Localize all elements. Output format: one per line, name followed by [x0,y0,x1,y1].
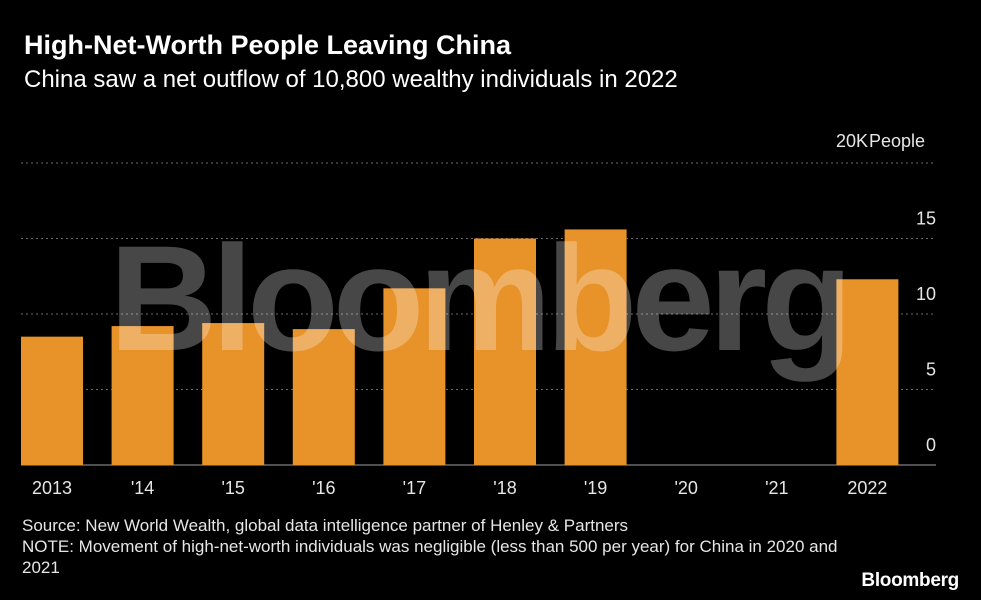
bar [564,229,627,465]
bars [21,229,899,465]
bar [202,323,265,465]
x-tick-label: '18 [493,478,516,498]
y-unit-label: People [869,131,925,151]
y-tick-label: 15 [916,209,936,229]
bloomberg-logo: Bloomberg [861,570,959,591]
source-line: Source: New World Wealth, global data in… [22,516,629,535]
bar [111,326,174,465]
chart-subtitle: China saw a net outflow of 10,800 wealth… [24,66,678,93]
source-notes: Source: New World Wealth, global data in… [22,515,842,578]
x-tick-label: '21 [765,478,788,498]
bloomberg-watermark: Bloomberg [109,214,847,382]
x-tick-label: '17 [403,478,426,498]
x-tick-label: '14 [131,478,154,498]
note-line: NOTE: Movement of high-net-worth individ… [22,537,838,577]
bar-chart: Bloomberg 0 5 10 15 20K People 2013 '14 '15 '16… [21,131,936,498]
y-tick-label: 0 [926,435,936,455]
chart-title: High-Net-Worth People Leaving China [24,30,512,60]
bar [836,279,899,465]
y-tick-label: 5 [926,360,936,380]
bar [383,288,446,465]
bar [474,238,536,465]
y-tick-label: 10 [916,284,936,304]
x-tick-label: '15 [221,478,244,498]
y-axis-ticks: 0 5 10 15 20K [836,131,936,455]
x-tick-label: '19 [584,478,607,498]
x-tick-label: '16 [312,478,335,498]
bar [21,336,83,465]
x-tick-label: '20 [674,478,697,498]
bar [292,329,355,465]
x-tick-label: 2022 [847,478,887,498]
x-axis-labels: 2013 '14 '15 '16 '17 '18 '19 '20 '21 2022 [32,478,887,498]
x-tick-label: 2013 [32,478,72,498]
y-tick-label: 20K [836,131,868,151]
